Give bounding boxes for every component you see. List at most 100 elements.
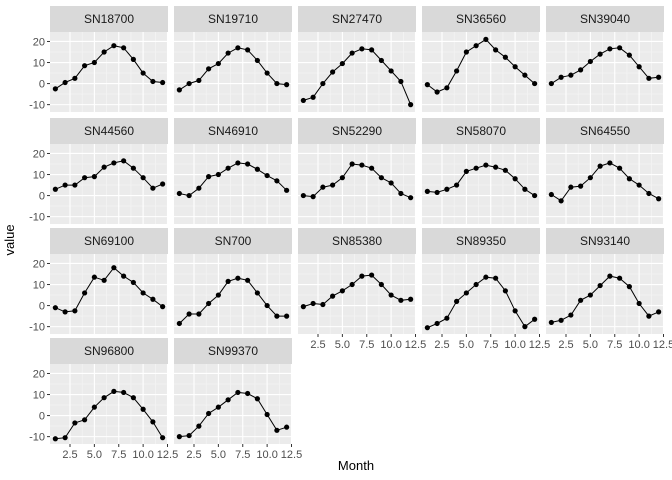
data-point [62,309,68,315]
facet-strip-label: SN27470 [332,12,382,26]
facet-strip-label: SN46910 [208,124,258,138]
data-point [82,175,88,181]
facet-strip-label: SN69100 [84,234,134,248]
data-point [493,164,499,170]
gridlines [50,144,168,224]
data-point [196,423,202,429]
facet-strip-label: SN700 [215,234,252,248]
data-point [130,56,136,62]
y-tick-label: 20 [33,36,45,48]
data-point [636,64,642,70]
data-point [463,168,469,174]
panel-background [422,32,540,112]
gridlines [422,32,540,112]
facet-strip-label: SN96800 [84,344,134,358]
data-point [656,309,662,315]
data-point [52,186,58,192]
data-point [254,166,260,172]
data-point [349,161,355,167]
data-point [532,80,538,87]
y-tick-label: 0 [39,411,45,423]
data-point [408,195,414,201]
data-point [225,165,231,171]
data-point [369,47,375,53]
data-point [274,427,280,433]
data-point [330,293,336,299]
facet-panel: SN52290 [298,118,416,224]
y-tick-label: -10 [29,322,45,334]
data-point [274,313,280,319]
y-tick-label: 20 [33,258,45,270]
panel-background [50,364,168,444]
x-tick-label: 2.5 [310,339,325,351]
x-tick-label: 7.5 [359,339,374,351]
y-tick-label: 10 [33,58,45,70]
data-point [91,274,97,280]
facet-strip [546,6,664,32]
data-point [558,198,564,204]
x-tick-label: 5.0 [459,339,474,351]
data-point [597,51,603,57]
gridlines [546,254,664,334]
facet-strip-label: SN64550 [580,124,630,138]
data-point [408,296,414,302]
data-point [111,265,117,271]
data-point [225,278,231,284]
x-tick-label: 10.0 [628,339,649,351]
panel-background [174,144,292,224]
data-point [245,390,251,397]
data-point [626,52,632,58]
data-point [160,79,166,86]
data-point [587,58,593,65]
x-axis-title: Month [338,458,374,473]
facet-panel: SN96800 [50,338,168,444]
data-point [424,82,430,88]
gridlines [50,364,168,444]
data-point [254,396,260,402]
data-point [617,165,623,171]
data-point [388,292,394,298]
x-tick-label: 5.0 [87,449,102,461]
data-point [310,94,316,100]
data-point [330,69,336,75]
data-point [532,316,538,322]
x-tick-label: 10.0 [256,449,277,461]
data-point [310,194,316,200]
data-point [339,288,345,294]
data-point [140,175,146,181]
x-tick-label: 10.0 [380,339,401,351]
facet-panel: SN64550 [546,118,664,224]
facet-strip [50,6,168,32]
data-point [398,190,404,197]
gridlines [298,144,416,224]
facet-strip [422,6,540,32]
data-point [339,175,345,181]
data-point [483,162,489,168]
data-point [483,274,489,280]
y-tick-label: 0 [39,301,45,313]
data-point [300,97,306,104]
data-point [82,417,88,423]
data-point [636,182,642,188]
data-point [206,300,212,307]
data-point [206,66,212,72]
data-point [646,313,652,319]
x-tick-label: 10.0 [132,449,153,461]
panel-background [298,32,416,112]
x-tick-label: 12.5 [405,339,426,351]
data-point [378,281,384,288]
data-point [502,167,508,173]
data-point [52,86,58,92]
data-point [454,68,460,74]
facet-panel: SN27470 [298,6,416,112]
facet-strip-label: SN58070 [456,124,506,138]
x-tick-label: 5.0 [583,339,598,351]
x-tick-label: 7.5 [111,449,126,461]
facet-panel: SN18700 [50,6,168,112]
data-point [101,277,107,283]
data-point [121,158,127,164]
x-tick-label: 5.0 [335,339,350,351]
data-point [254,57,260,64]
facet-strip-label: SN19710 [208,12,258,26]
data-point [568,72,574,78]
